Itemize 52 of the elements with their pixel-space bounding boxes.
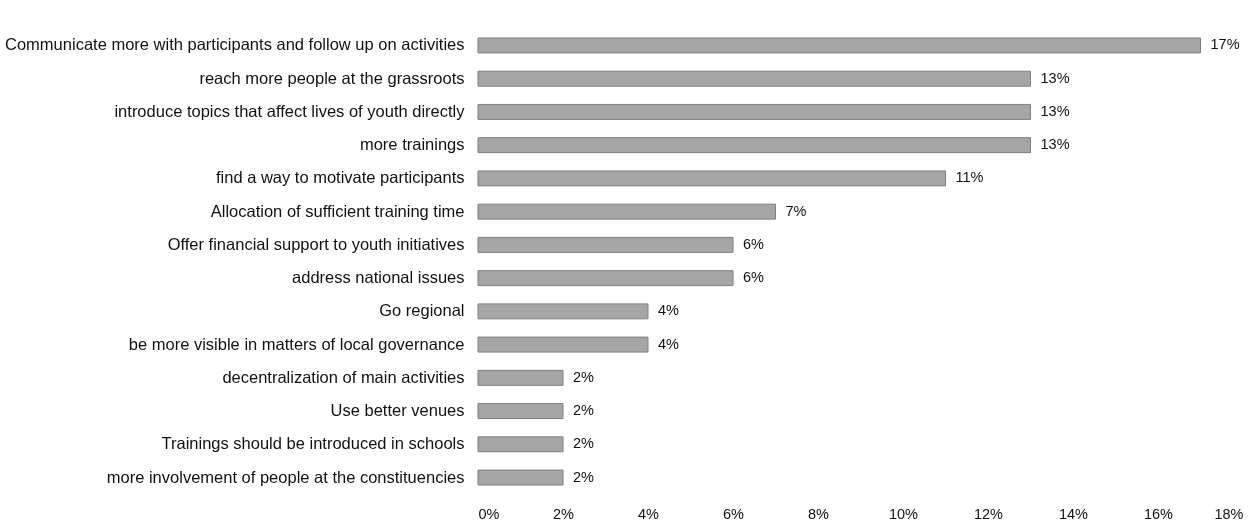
data-label: 4% xyxy=(658,335,680,352)
y-tick-label: find a way to motivate participants xyxy=(215,168,465,187)
x-tick-label: 16% xyxy=(1143,505,1174,522)
bar xyxy=(477,303,649,320)
y-tick-label: decentralization of main activities xyxy=(222,367,465,386)
data-label: 13% xyxy=(1040,136,1070,153)
y-tick-label: Offer financial support to youth initiatives xyxy=(167,234,465,253)
y-tick-label: be more visible in matters of local governance xyxy=(128,334,465,353)
x-tick-label: 10% xyxy=(888,505,919,522)
bar xyxy=(477,137,1031,154)
data-label: 17% xyxy=(1210,36,1240,53)
x-tick-label: 8% xyxy=(808,505,830,522)
x-tick-label: 0% xyxy=(478,505,500,522)
x-tick-label: 18% xyxy=(1214,505,1244,522)
y-tick-label: Go regional xyxy=(379,301,465,320)
bar xyxy=(477,236,734,253)
bar xyxy=(477,369,564,386)
x-tick-label: 4% xyxy=(638,505,660,522)
y-tick-label: more trainings xyxy=(359,135,465,154)
bar xyxy=(477,203,776,220)
data-label: 13% xyxy=(1040,69,1070,86)
data-label: 6% xyxy=(743,269,765,286)
bar xyxy=(477,170,946,187)
data-label: 2% xyxy=(573,368,595,385)
bar xyxy=(477,37,1201,54)
y-tick-label: reach more people at the grassroots xyxy=(199,68,465,87)
y-tick-label: Communicate more with participants and follow up on activities xyxy=(5,35,465,54)
y-tick-label: Trainings should be introduced in schools xyxy=(161,434,465,453)
data-label: 2% xyxy=(573,402,595,419)
x-tick-label: 6% xyxy=(723,505,745,522)
bar xyxy=(477,469,564,486)
data-label: 7% xyxy=(785,202,807,219)
data-label: 11% xyxy=(955,169,984,186)
y-tick-label: more involvement of people at the constituencies xyxy=(106,467,465,486)
data-label: 2% xyxy=(573,435,595,452)
x-tick-label: 12% xyxy=(973,505,1004,522)
data-label: 13% xyxy=(1040,102,1070,119)
x-tick-label: 2% xyxy=(553,505,575,522)
y-tick-label: Allocation of sufficient training time xyxy=(210,201,465,220)
y-tick-label: Use better venues xyxy=(330,401,465,420)
y-tick-label: introduce topics that affect lives of youth directly xyxy=(114,101,466,120)
y-tick-label: address national issues xyxy=(292,268,465,287)
x-tick-label: 14% xyxy=(1058,505,1089,522)
bar xyxy=(477,103,1031,120)
bar xyxy=(477,270,734,287)
data-label: 4% xyxy=(658,302,680,319)
bar xyxy=(477,336,649,353)
bar xyxy=(477,70,1031,87)
data-label: 6% xyxy=(743,235,765,252)
bar xyxy=(477,436,564,453)
bar xyxy=(477,403,564,420)
data-label: 2% xyxy=(573,468,595,485)
